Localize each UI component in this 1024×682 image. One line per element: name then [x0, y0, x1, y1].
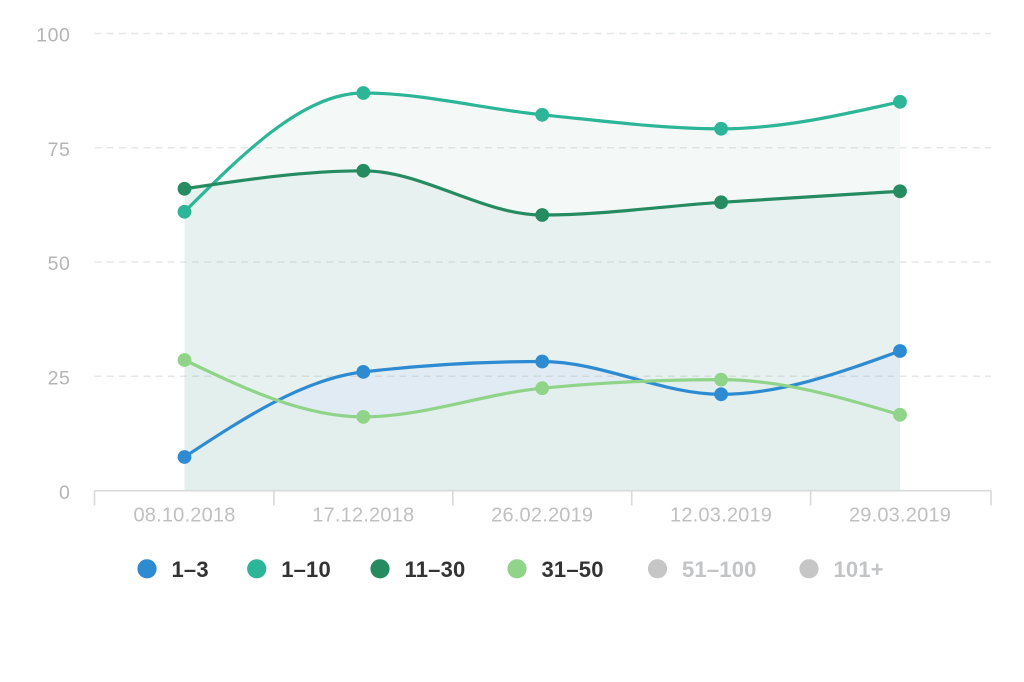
svg-text:17.12.2018: 17.12.2018 — [312, 505, 414, 527]
svg-text:75: 75 — [48, 139, 71, 161]
svg-text:08.10.2018: 08.10.2018 — [133, 505, 235, 527]
svg-text:26.02.2019: 26.02.2019 — [491, 505, 593, 527]
svg-text:29.03.2019: 29.03.2019 — [849, 505, 951, 527]
svg-text:1–3: 1–3 — [172, 557, 209, 582]
svg-text:50: 50 — [48, 253, 71, 275]
svg-text:101+: 101+ — [834, 557, 884, 582]
svg-text:100: 100 — [36, 25, 70, 47]
svg-text:11–30: 11–30 — [405, 557, 466, 582]
svg-text:12.03.2019: 12.03.2019 — [670, 505, 772, 527]
svg-text:51–100: 51–100 — [682, 557, 757, 582]
svg-text:31–50: 31–50 — [542, 557, 604, 582]
svg-text:1–10: 1–10 — [281, 557, 331, 582]
svg-text:25: 25 — [48, 368, 71, 390]
svg-text:0: 0 — [59, 482, 70, 504]
